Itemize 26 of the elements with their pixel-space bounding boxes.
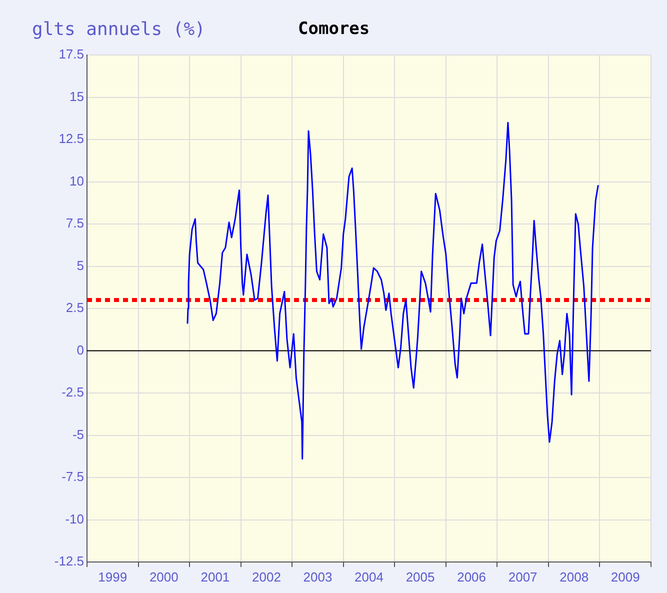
y-tick-label: -12.5 <box>54 554 84 569</box>
x-tick-label: 2006 <box>457 569 486 584</box>
y-tick-label: 12.5 <box>58 131 84 146</box>
y-tick-label: -2.5 <box>62 384 84 400</box>
y-tick-label: -5 <box>72 426 84 442</box>
x-tick-label: 2003 <box>303 569 332 584</box>
x-tick-label: 2007 <box>508 569 538 584</box>
y-tick-label: -7.5 <box>62 469 84 484</box>
x-tick-label: 2009 <box>610 569 640 584</box>
y-tick-label: 2.5 <box>66 300 84 316</box>
y-tick-label: -10 <box>65 511 84 526</box>
x-tick-label: 2004 <box>354 569 384 584</box>
chart-title: Comores <box>298 19 370 39</box>
x-tick-label: 2008 <box>560 569 589 584</box>
x-tick-label: 2001 <box>200 569 230 584</box>
x-tick-label: 2002 <box>252 569 281 584</box>
y-tick-label: 10 <box>70 173 84 188</box>
y-tick-label: 0 <box>76 342 84 358</box>
y-tick-label: 7.5 <box>66 216 84 231</box>
y-axis-title: glts annuels (%) <box>32 19 206 40</box>
x-tick-label: 1999 <box>98 569 128 584</box>
y-tick-label: 17.5 <box>58 46 84 62</box>
x-tick-label: 2005 <box>406 569 435 584</box>
y-tick-label: 15 <box>70 88 84 104</box>
x-tick-label: 2000 <box>149 569 178 584</box>
y-tick-label: 5 <box>76 258 84 273</box>
